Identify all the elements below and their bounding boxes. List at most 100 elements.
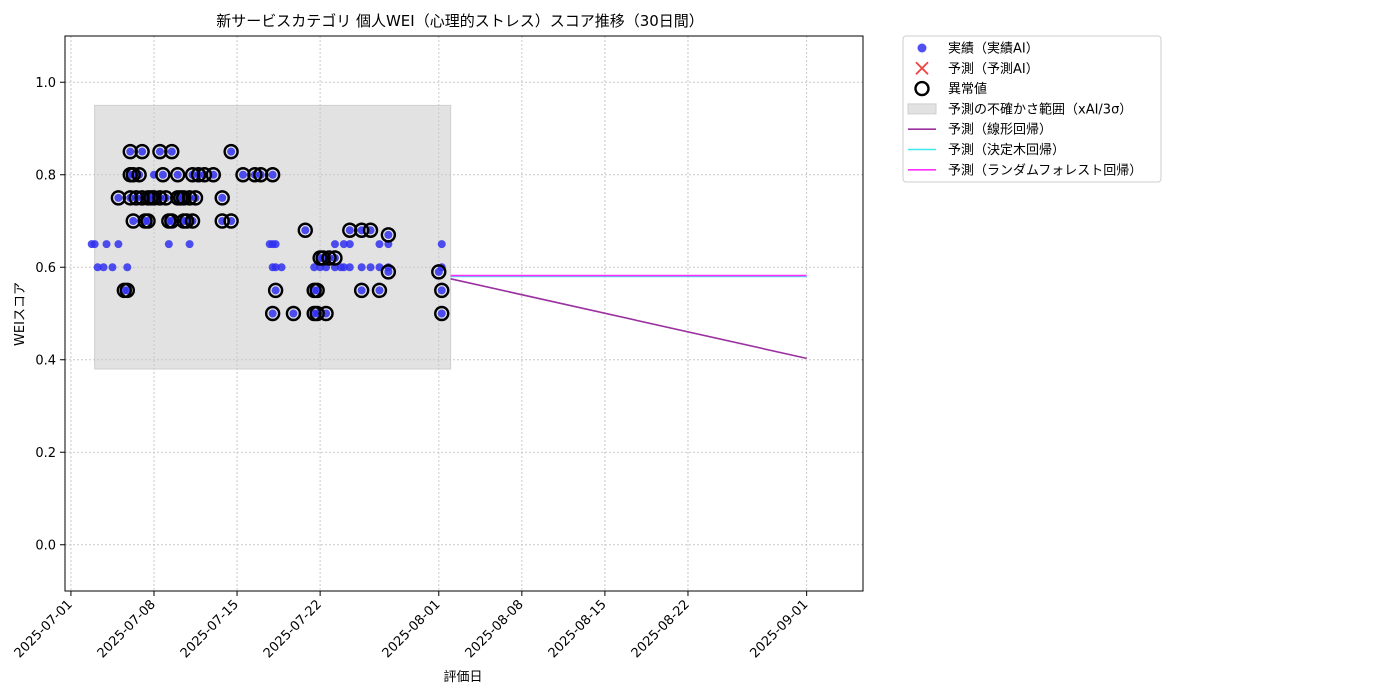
legend-x-icon (915, 61, 929, 75)
anomaly-ring (247, 167, 263, 183)
anomaly-ring (297, 222, 313, 238)
legend-label: 予測（決定木回帰） (948, 142, 1065, 158)
anomaly-ring (134, 143, 150, 160)
anomaly-ring (309, 282, 325, 299)
y-tick-label: 1.0 (35, 76, 56, 91)
anomaly-ring (371, 282, 388, 299)
anomaly-ring (170, 167, 186, 183)
actual-point (268, 170, 277, 179)
actual-point (126, 147, 135, 156)
actual-point (268, 309, 277, 318)
anomaly-ring (214, 213, 230, 229)
x-tick-label: 2025-07-22 (261, 597, 325, 661)
anomaly-ring (125, 167, 141, 183)
actual-point (310, 263, 319, 272)
actual-point (185, 240, 194, 249)
anomaly-ring (223, 213, 239, 229)
anomaly-ring (178, 213, 195, 229)
x-tick-label: 2025-07-01 (12, 597, 76, 661)
actual-point (227, 147, 236, 156)
x-tick-label: 2025-09-01 (747, 597, 811, 661)
legend-dot-icon (917, 43, 927, 53)
anomaly-ring (155, 167, 171, 183)
anomaly-ring (327, 250, 343, 266)
anomaly-ring (152, 190, 168, 206)
x-tick-label: 2025-07-15 (178, 597, 242, 661)
actual-point (366, 263, 375, 272)
actual-point (114, 240, 123, 249)
legend-label: 異常値 (948, 81, 987, 97)
y-tick-label: 0.0 (35, 538, 56, 553)
actual-point (271, 286, 280, 295)
anomaly-ring (434, 282, 450, 299)
legend-ring-icon (914, 80, 930, 97)
legend-label: 実績（実績AI） (948, 41, 1039, 57)
x-tick-label: 2025-08-15 (546, 597, 610, 661)
actual-point (339, 263, 348, 272)
actual-point (437, 309, 446, 318)
anomaly-ring (321, 250, 337, 266)
anomaly-ring (164, 143, 180, 160)
actual-point (93, 263, 102, 272)
anomaly-ring (214, 190, 230, 206)
anomaly-ring (434, 305, 450, 322)
chart-title: 新サービスカテゴリ 個人WEI（心理的ストレス）スコア推移（30日間） (216, 12, 704, 30)
anomaly-rings-layer (110, 143, 450, 322)
anomaly-ring (285, 305, 302, 322)
anomaly-ring (181, 190, 198, 206)
y-axis-label: WEIスコア (13, 282, 28, 346)
uncertainty-band (94, 104, 452, 370)
actual-point (218, 193, 227, 202)
actual-point (155, 147, 164, 156)
y-tick-label: 0.8 (35, 168, 56, 183)
anomaly-ring (119, 282, 135, 299)
anomaly-ring (380, 227, 397, 243)
actual-point (173, 170, 182, 179)
anomaly-ring (190, 167, 207, 183)
legend-patch-icon (907, 103, 937, 115)
actual-point (357, 263, 366, 272)
y-tick-label: 0.2 (35, 446, 56, 461)
actual-point (357, 286, 366, 295)
actual-point (437, 286, 446, 295)
actual-point (129, 217, 138, 225)
anomaly-ring (205, 167, 222, 183)
actual-point (437, 240, 446, 249)
anomaly-ring (187, 190, 204, 206)
anomaly-ring (431, 264, 447, 280)
x-tick-label: 2025-08-01 (380, 597, 444, 661)
actual-point (164, 240, 173, 249)
legend-label: 予測（ランダムフォレスト回帰） (948, 162, 1142, 178)
anomaly-ring (309, 305, 325, 322)
legend-label: 予測（線形回帰） (948, 122, 1052, 138)
actual-point (384, 230, 393, 239)
uncertainty-band-layer (94, 104, 452, 370)
actual-point (102, 240, 111, 249)
legend-label: 予測の不確かさ範囲（xAI/3σ） (948, 101, 1132, 117)
anomaly-ring (184, 213, 201, 229)
x-tick-label: 2025-08-22 (629, 597, 693, 661)
legend-frame (902, 35, 1162, 183)
plot-frame (64, 35, 864, 592)
anomaly-ring (264, 167, 281, 183)
anomaly-ring (267, 282, 284, 299)
y-tick-label: 0.6 (35, 261, 56, 276)
actual-point (375, 286, 384, 295)
x-tick-label: 2025-08-08 (463, 597, 527, 661)
x-axis-label: 評価日 (443, 670, 482, 685)
actual-point (90, 240, 99, 249)
actual-point (138, 147, 147, 156)
anomaly-ring (380, 264, 397, 280)
actual-point (301, 226, 310, 235)
actual-point (277, 263, 286, 272)
anomaly-ring (362, 222, 379, 238)
actual-point (375, 240, 384, 249)
actual-point (345, 240, 354, 249)
actual-point (271, 240, 280, 249)
anomaly-ring (140, 213, 156, 229)
actual-point (123, 263, 132, 272)
actual-point (167, 147, 176, 156)
actual-point (114, 193, 123, 202)
